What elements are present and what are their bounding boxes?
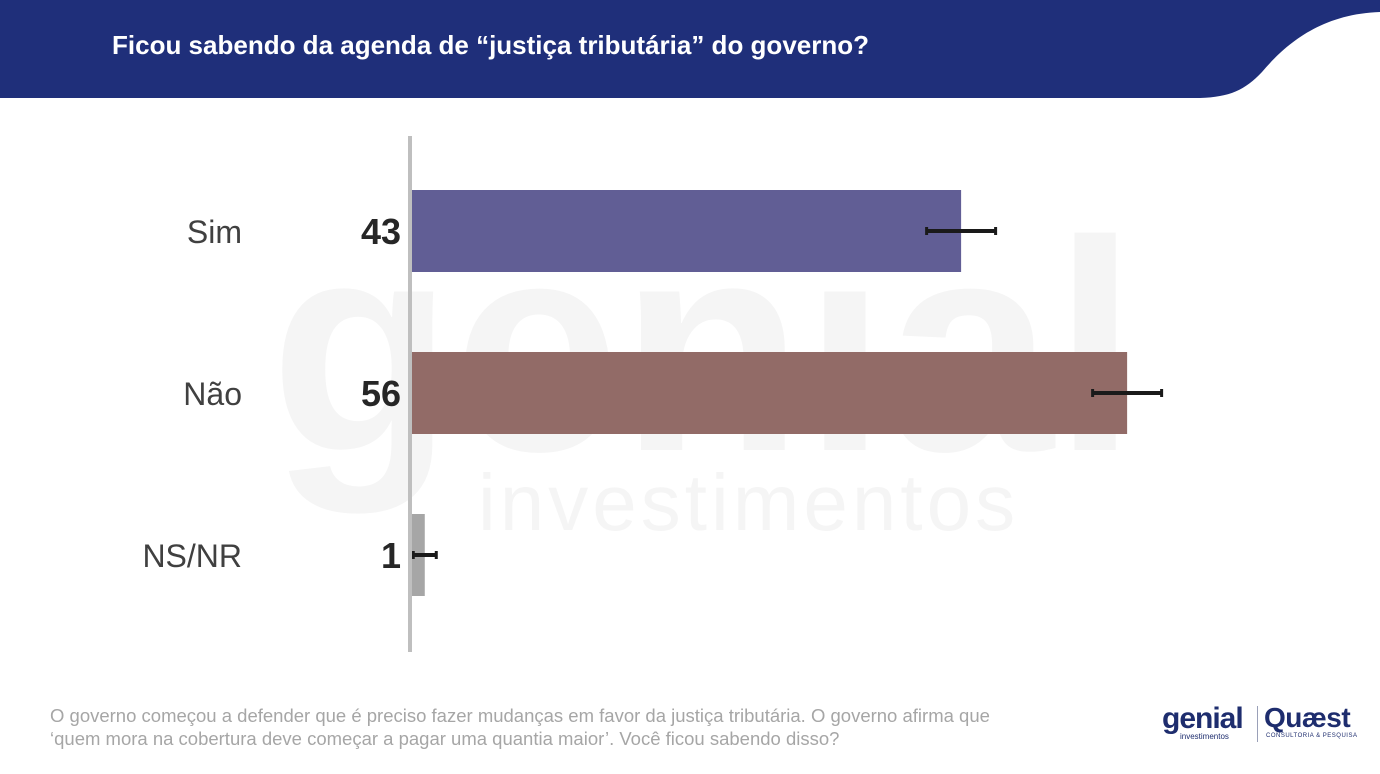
watermark-tagline: investimentos: [478, 458, 1019, 547]
header-background: [0, 0, 1380, 98]
bars-layer: Sim 43 Não 56 NS/NR 1: [142, 190, 1164, 596]
footnote-line-1: O governo começou a defender que é preci…: [50, 705, 990, 726]
value-label-ns-nr: 1: [381, 535, 401, 576]
category-label-ns-nr: NS/NR: [142, 538, 242, 574]
page-title: Ficou sabendo da agenda de “justiça trib…: [112, 30, 869, 60]
error-bar-nao: [1091, 389, 1164, 397]
bar-chart: Sim 43 Não 56 NS/NR 1: [142, 136, 1164, 652]
quaest-logo-sub: CONSULTORIA & PESQUISA: [1266, 733, 1358, 739]
category-label-sim: Sim: [187, 214, 242, 250]
bar-nao: [412, 352, 1128, 434]
footnote-line-2: ‘quem mora na cobertura deve começar a p…: [50, 728, 840, 749]
error-bar-sim: [925, 227, 998, 235]
footer-logos: genial investimentos Quæst CONSULTORIA &…: [1158, 702, 1358, 746]
quaest-logo: Quæst: [1264, 702, 1351, 733]
logo-divider: [1257, 706, 1258, 742]
genial-logo-sub: investimentos: [1180, 732, 1229, 741]
category-label-nao: Não: [183, 376, 242, 412]
value-label-nao: 56: [361, 373, 401, 414]
question-footnote: O governo começou a defender que é preci…: [50, 704, 1140, 750]
bar-sim: [412, 190, 962, 272]
value-label-sim: 43: [361, 211, 401, 252]
header-banner: Ficou sabendo da agenda de “justiça trib…: [0, 0, 1380, 98]
genial-logo: genial: [1162, 702, 1244, 735]
error-bar-ns-nr: [411, 551, 438, 559]
